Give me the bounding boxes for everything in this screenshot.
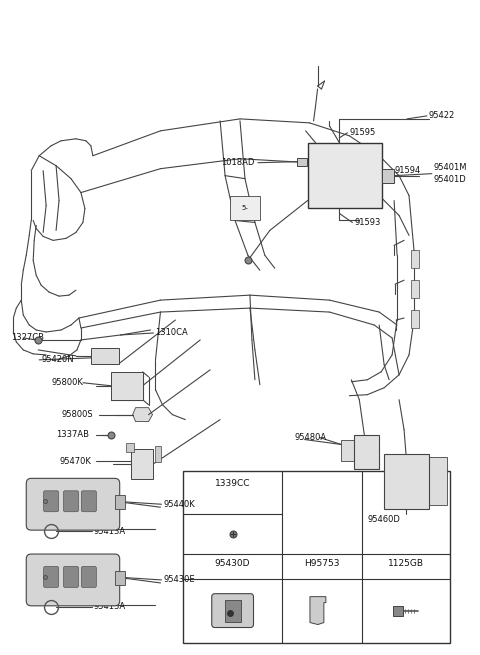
Text: 95440K: 95440K <box>164 500 195 509</box>
Text: 95460D: 95460D <box>368 515 401 524</box>
Bar <box>183 472 450 643</box>
Text: 5-: 5- <box>241 204 249 210</box>
Bar <box>384 455 429 509</box>
Bar <box>382 169 394 183</box>
FancyBboxPatch shape <box>82 567 96 588</box>
FancyBboxPatch shape <box>63 567 78 588</box>
FancyBboxPatch shape <box>63 491 78 512</box>
FancyBboxPatch shape <box>26 554 120 606</box>
Text: 95430D: 95430D <box>215 559 251 568</box>
Bar <box>156 447 161 462</box>
FancyBboxPatch shape <box>44 567 59 588</box>
Bar <box>91 348 119 364</box>
Text: H95753: H95753 <box>304 559 340 568</box>
Text: 95422: 95422 <box>429 111 455 121</box>
Bar <box>111 372 143 400</box>
Bar <box>308 143 382 208</box>
Text: 95401D: 95401D <box>434 175 467 184</box>
Bar <box>126 443 133 453</box>
Text: 95470K: 95470K <box>59 457 91 466</box>
Text: 95480A: 95480A <box>295 433 327 442</box>
Bar <box>131 449 153 479</box>
Text: 1339CC: 1339CC <box>215 479 251 489</box>
Bar <box>225 599 240 622</box>
Bar <box>341 440 354 461</box>
Text: 95800K: 95800K <box>51 379 83 387</box>
Bar <box>429 457 447 505</box>
FancyBboxPatch shape <box>26 478 120 530</box>
Bar <box>411 280 419 298</box>
Bar <box>411 310 419 328</box>
FancyBboxPatch shape <box>44 491 59 512</box>
Text: 1327CB: 1327CB <box>12 333 44 343</box>
Bar <box>297 158 307 166</box>
Text: 95413A: 95413A <box>94 603 126 611</box>
Bar <box>411 250 419 269</box>
Text: 95413A: 95413A <box>94 527 126 536</box>
Bar <box>230 196 260 221</box>
Text: 1125GB: 1125GB <box>388 559 424 568</box>
Text: 91593: 91593 <box>354 218 381 227</box>
Text: 1310CA: 1310CA <box>156 328 188 337</box>
Text: 95430E: 95430E <box>164 576 195 584</box>
Bar <box>354 434 379 470</box>
FancyBboxPatch shape <box>82 491 96 512</box>
Text: 1337AB: 1337AB <box>56 430 89 439</box>
Text: 95420N: 95420N <box>41 356 74 364</box>
Text: 95401M: 95401M <box>434 163 468 172</box>
Polygon shape <box>132 407 153 422</box>
Text: 91594: 91594 <box>394 166 420 175</box>
Text: 91595: 91595 <box>349 128 376 138</box>
FancyBboxPatch shape <box>212 593 253 627</box>
Polygon shape <box>310 597 326 624</box>
Text: 95800S: 95800S <box>61 410 93 419</box>
Bar <box>115 571 125 585</box>
Bar <box>115 495 125 509</box>
Text: 1018AD: 1018AD <box>222 159 255 167</box>
